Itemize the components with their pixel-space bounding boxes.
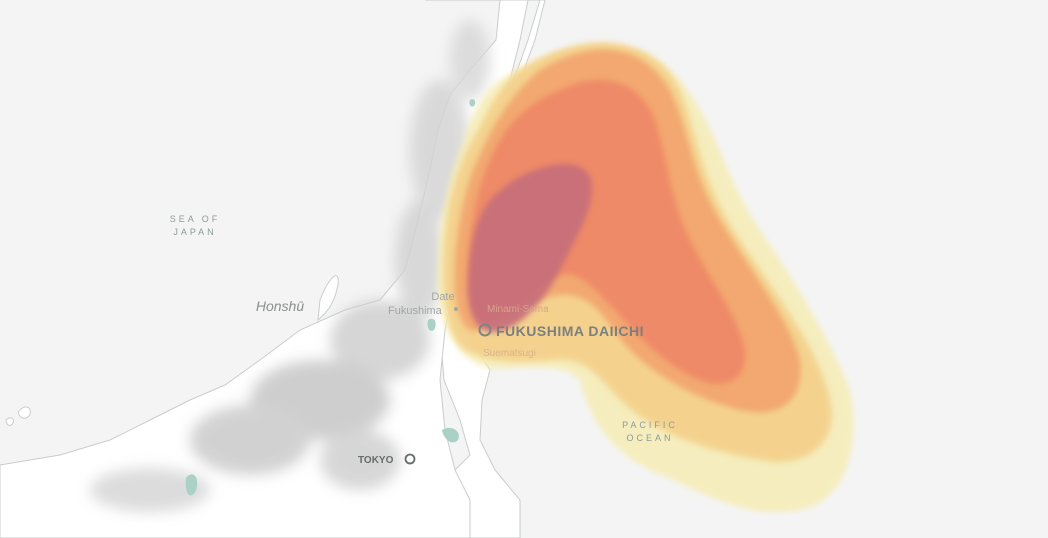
plume-level-high — [468, 80, 746, 384]
fukushima-daiichi-label: FUKUSHIMA DAIICHI — [496, 323, 644, 339]
sea-of-japan-label-line1: SEA OF — [170, 214, 221, 224]
lake-inawashiro — [427, 318, 436, 331]
lake-kasumigaura — [442, 427, 459, 443]
terrain-shading — [90, 20, 490, 512]
sea-of-japan-label-line2: JAPAN — [173, 227, 216, 237]
minami-soma-city-label: Minami-Soma — [487, 304, 549, 315]
noto-peninsula — [317, 275, 339, 322]
radiation-plume — [437, 42, 854, 512]
tokyo-label: TOKYO — [358, 455, 394, 466]
lake-north — [469, 99, 476, 107]
plume-level-core — [467, 163, 593, 333]
small-island-2 — [5, 417, 14, 426]
fukushima-daiichi-marker — [478, 323, 492, 337]
fukushima-city-marker — [454, 307, 458, 311]
suematsugi-city-label: Suematsugi — [483, 348, 536, 359]
small-island — [17, 406, 31, 419]
date-city-label: Date — [431, 291, 454, 303]
lake-biwa — [185, 474, 198, 496]
pacific-ocean-label-line2: OCEAN — [626, 433, 673, 443]
tokyo-marker — [404, 453, 416, 465]
honshu-landmass — [0, 0, 546, 538]
pacific-ocean-label-line1: PACIFIC — [622, 420, 678, 430]
honshu-label: Honshū — [256, 298, 304, 314]
fukushima-city-label: Fukushima — [388, 305, 443, 317]
